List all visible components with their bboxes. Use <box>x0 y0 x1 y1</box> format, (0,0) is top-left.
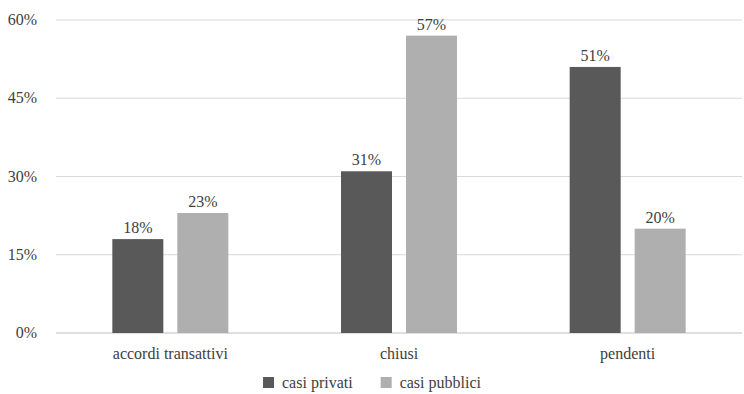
chart-svg: 0% 15% 30% 45% 60% 18% 23% 31% 57% 51% 20% accordi … <box>0 0 744 394</box>
x-tick-label: accordi transattivi <box>113 345 229 362</box>
bar <box>635 229 686 333</box>
y-tick-label: 45% <box>8 89 37 106</box>
bar <box>406 36 457 333</box>
data-label: 51% <box>581 47 610 64</box>
bar <box>112 239 163 333</box>
y-tick-label: 30% <box>8 168 37 185</box>
legend-label: casi pubblici <box>400 374 482 392</box>
bars <box>112 36 685 333</box>
legend-swatch <box>381 377 392 388</box>
grid-line <box>56 98 742 99</box>
legend-swatch <box>263 377 274 388</box>
data-labels: 18% 23% 31% 57% 51% 20% <box>123 16 675 236</box>
bar <box>341 171 392 333</box>
data-label: 20% <box>646 209 675 226</box>
legend-label: casi privati <box>282 374 353 392</box>
data-label: 31% <box>352 151 381 168</box>
data-label: 18% <box>123 219 152 236</box>
bar <box>177 213 228 333</box>
grid-line <box>56 20 742 21</box>
grid-line <box>56 176 742 177</box>
legend: casi privati casi pubblici <box>263 374 482 392</box>
x-tick-label: chiusi <box>380 345 419 362</box>
data-label: 23% <box>188 193 217 210</box>
chart-container: 0% 15% 30% 45% 60% 18% 23% 31% 57% 51% 20% accordi … <box>0 0 744 394</box>
bar <box>570 67 621 333</box>
y-tick-label: 60% <box>8 11 37 28</box>
data-label: 57% <box>417 16 446 33</box>
y-tick-label: 0% <box>16 324 37 341</box>
y-tick-label: 15% <box>8 246 37 263</box>
x-tick-label: pendenti <box>600 345 656 363</box>
